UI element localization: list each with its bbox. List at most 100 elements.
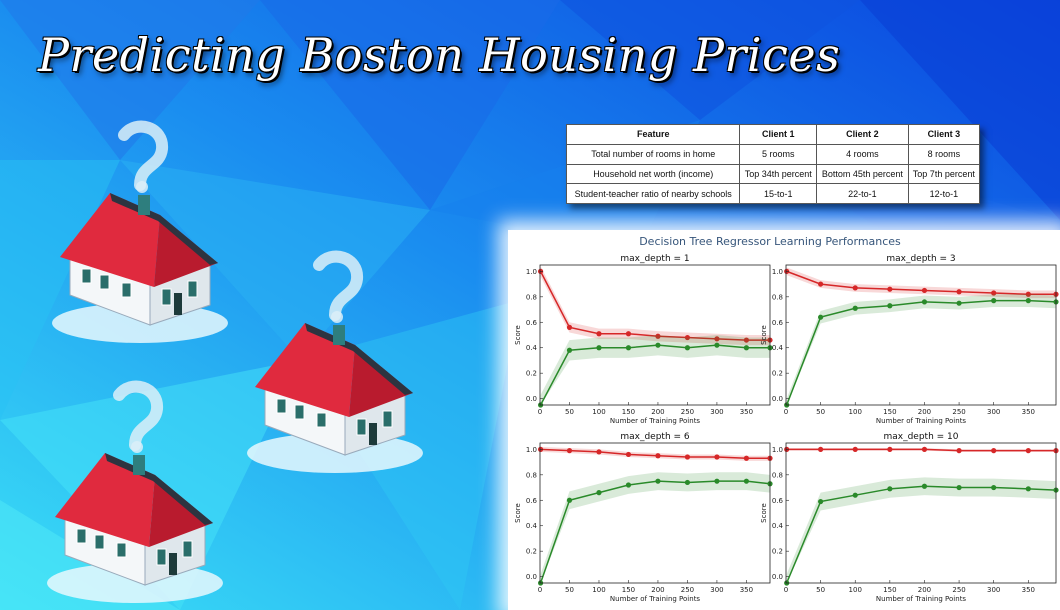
subplot-title: max_depth = 6 <box>620 432 690 442</box>
x-tick-label: 200 <box>918 586 931 594</box>
testing-score-point <box>887 486 893 492</box>
training-score-band <box>786 267 1056 299</box>
x-tick-label: 150 <box>622 586 635 594</box>
training-score-band <box>540 446 770 461</box>
y-tick-label: 0.6 <box>772 319 784 327</box>
x-tick-label: 200 <box>651 586 664 594</box>
training-score-band <box>540 266 770 346</box>
x-tick-label: 50 <box>565 408 574 416</box>
x-tick-label: 0 <box>784 586 788 594</box>
training-score-point <box>625 331 632 337</box>
x-tick-label: 150 <box>622 408 635 416</box>
table-row: Household net worth (income) Top 34th pe… <box>565 163 981 185</box>
table-cell: Top 34th percent <box>739 163 818 185</box>
x-tick-label: 0 <box>538 408 542 416</box>
table-cell: Household net worth (income) <box>565 163 741 185</box>
x-tick-label: 300 <box>710 586 723 594</box>
x-tick-label: 100 <box>849 408 862 416</box>
houses-illustration <box>0 0 520 610</box>
testing-score-point <box>818 498 824 505</box>
x-tick-label: 100 <box>592 586 605 594</box>
training-score-point <box>714 454 720 460</box>
training-score-point <box>566 448 573 454</box>
testing-score-point <box>566 347 573 353</box>
subplot-title: max_depth = 10 <box>883 432 958 442</box>
x-tick-label: 50 <box>565 586 574 594</box>
x-tick-label: 150 <box>883 408 896 416</box>
subplot-title: max_depth = 3 <box>886 254 955 264</box>
x-tick-label: 350 <box>740 586 753 594</box>
x-axis-label: Number of Training Points <box>876 417 967 425</box>
testing-score-point <box>921 299 928 305</box>
plot-frame <box>785 264 1057 406</box>
x-tick-label: 50 <box>816 586 825 594</box>
x-tick-label: 0 <box>538 586 542 594</box>
y-tick-label: 0.0 <box>772 395 783 403</box>
y-tick-label: 0.8 <box>526 471 537 479</box>
testing-score-point <box>714 342 720 348</box>
page-title: Predicting Boston Housing Prices <box>38 28 841 82</box>
training-score-point <box>714 336 720 342</box>
x-tick-label: 50 <box>816 408 825 416</box>
testing-score-point <box>625 345 632 351</box>
table-header-cell: Client 1 <box>739 124 818 145</box>
y-tick-label: 0.6 <box>526 319 538 327</box>
x-tick-label: 350 <box>740 408 753 416</box>
testing-score-point <box>655 342 661 348</box>
x-axis-label: Number of Training Points <box>610 595 701 603</box>
table-cell: Bottom 45th percent <box>816 163 909 185</box>
x-tick-label: 250 <box>952 408 965 416</box>
plot-frame <box>539 442 771 584</box>
y-tick-label: 0.0 <box>772 573 783 581</box>
training-score-point <box>956 448 962 454</box>
x-tick-label: 200 <box>651 408 664 416</box>
y-axis-label: Score <box>514 503 522 523</box>
y-tick-label: 0.0 <box>526 395 537 403</box>
y-tick-label: 0.6 <box>772 497 784 505</box>
y-tick-label: 1.0 <box>772 446 783 454</box>
x-tick-label: 350 <box>1022 586 1035 594</box>
training-score-point <box>684 454 691 460</box>
y-tick-label: 0.2 <box>526 548 537 556</box>
testing-score-point <box>887 303 893 309</box>
y-tick-label: 1.0 <box>772 268 783 276</box>
testing-score-point <box>743 345 750 351</box>
training-score-point <box>991 290 997 296</box>
x-tick-label: 0 <box>784 408 788 416</box>
x-tick-label: 350 <box>1022 408 1035 416</box>
testing-score-point <box>991 484 997 491</box>
table-cell: 22-to-1 <box>816 183 909 204</box>
house-with-question-mark-icon <box>52 127 228 343</box>
x-tick-label: 250 <box>681 586 694 594</box>
subplot: max_depth = 10 0.0 0.2 0.4 0.6 0.8 1.0 0 50 100 15… <box>760 432 1059 603</box>
table-cell: 4 rooms <box>816 143 909 165</box>
x-tick-label: 100 <box>849 586 862 594</box>
y-tick-label: 0.8 <box>772 471 783 479</box>
training-score-point <box>743 337 750 343</box>
testing-score-point <box>714 478 720 484</box>
testing-score-line <box>785 485 1057 584</box>
training-score-point <box>1025 448 1031 454</box>
testing-score-point <box>818 314 824 320</box>
x-tick-label: 250 <box>952 586 965 594</box>
testing-score-band <box>540 472 770 583</box>
table-cell: 12-to-1 <box>907 183 981 204</box>
y-tick-label: 0.4 <box>772 522 784 530</box>
table-cell: 8 rooms <box>907 143 981 165</box>
x-tick-label: 300 <box>710 408 723 416</box>
table-header-row: Feature Client 1 Client 2 Client 3 <box>565 124 981 145</box>
testing-score-point <box>684 345 691 351</box>
y-tick-label: 0.2 <box>772 548 783 556</box>
training-score-point <box>921 446 928 452</box>
y-tick-label: 0.0 <box>526 573 537 581</box>
subplot-title: max_depth = 1 <box>620 254 689 264</box>
testing-score-point <box>655 478 661 484</box>
table-header-cell: Client 3 <box>907 124 981 145</box>
training-score-point <box>852 446 858 452</box>
testing-score-point <box>852 492 858 498</box>
learning-curves-panel: Decision Tree Regressor Learning Perform… <box>508 230 1060 610</box>
house-with-question-mark-icon <box>247 257 423 473</box>
x-tick-label: 250 <box>681 408 694 416</box>
training-score-point <box>818 446 824 452</box>
training-score-point <box>655 453 661 459</box>
